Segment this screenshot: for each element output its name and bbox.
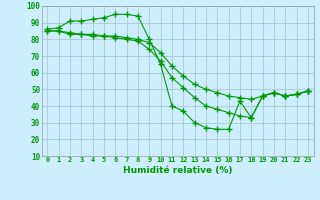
X-axis label: Humidité relative (%): Humidité relative (%)	[123, 166, 232, 175]
